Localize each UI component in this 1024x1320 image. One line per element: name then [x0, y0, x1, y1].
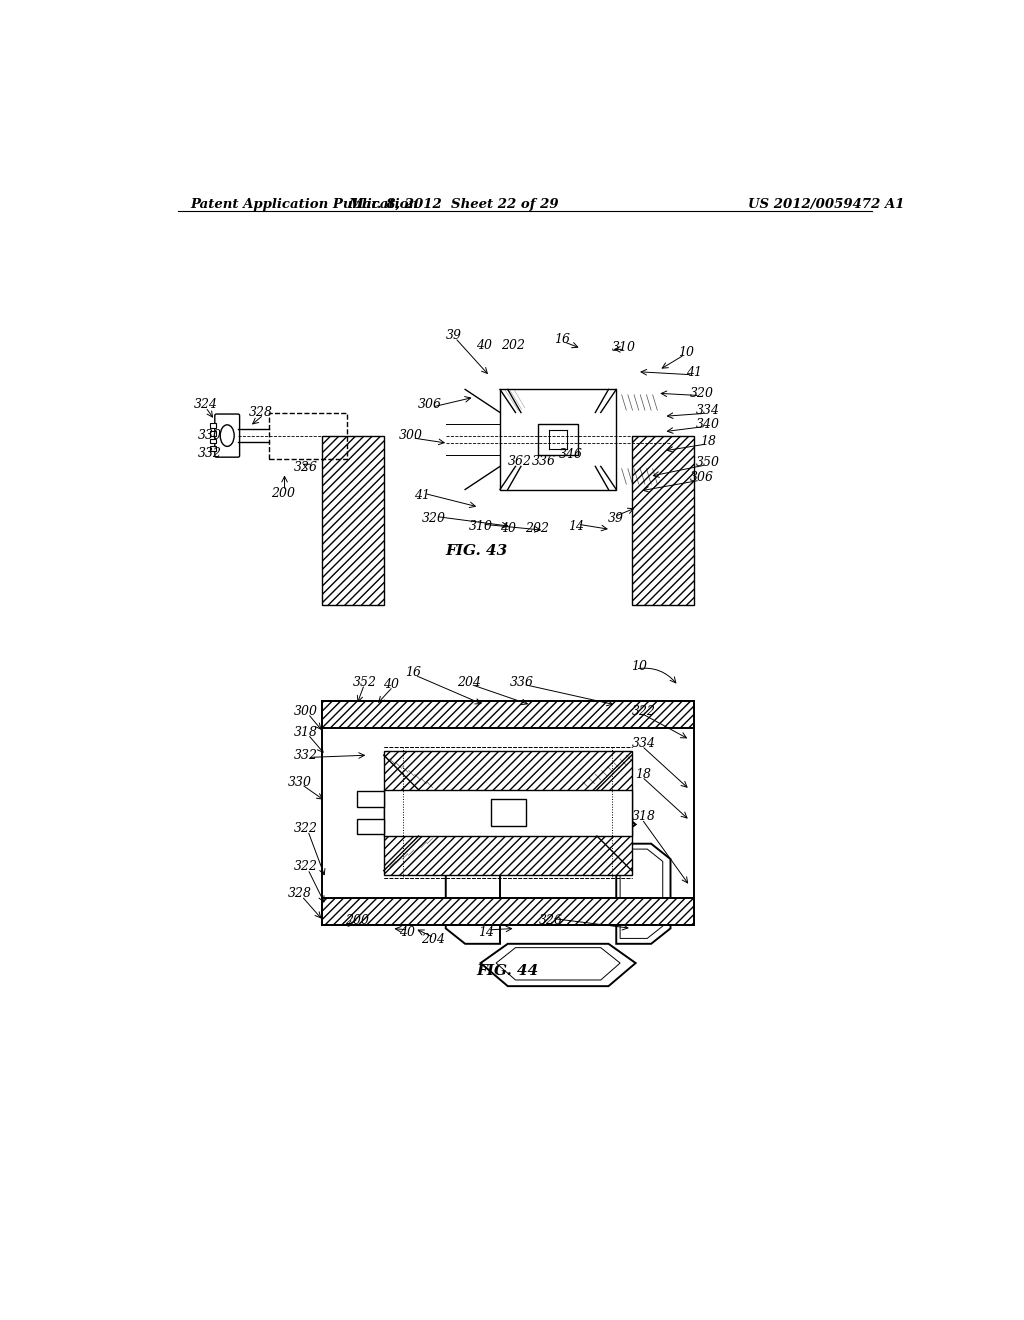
Text: 14: 14	[478, 925, 494, 939]
Text: 18: 18	[699, 436, 716, 449]
Bar	[210, 438, 216, 444]
Text: 202: 202	[525, 521, 549, 535]
Text: 40: 40	[384, 677, 399, 690]
Bar	[384, 813, 632, 875]
Text: 352: 352	[352, 676, 377, 689]
Ellipse shape	[220, 425, 234, 446]
Text: 39: 39	[608, 512, 625, 525]
Text: 318: 318	[294, 726, 318, 739]
Bar	[490, 799, 525, 826]
Text: 310: 310	[469, 520, 493, 533]
Text: 336: 336	[510, 676, 534, 689]
Text: 14: 14	[568, 520, 584, 533]
Bar	[210, 424, 216, 428]
Text: 306: 306	[689, 471, 714, 484]
Text: 16: 16	[554, 333, 570, 346]
Text: 330: 330	[288, 776, 312, 788]
Text: 332: 332	[198, 446, 221, 459]
Text: 202: 202	[501, 339, 525, 352]
Text: 204: 204	[457, 676, 481, 689]
Text: 328: 328	[288, 887, 312, 900]
Text: 200: 200	[345, 915, 369, 927]
Text: 16: 16	[406, 667, 421, 680]
Bar	[269, 412, 346, 459]
Text: 346: 346	[559, 449, 584, 462]
Text: 334: 334	[695, 404, 720, 417]
Text: US 2012/0059472 A1: US 2012/0059472 A1	[748, 198, 904, 211]
Text: 18: 18	[635, 768, 651, 781]
Bar	[356, 792, 384, 807]
Text: 320: 320	[689, 387, 714, 400]
Text: 41: 41	[686, 366, 701, 379]
Bar	[210, 432, 216, 436]
Text: 326: 326	[294, 462, 318, 474]
Text: Mar. 8, 2012  Sheet 22 of 29: Mar. 8, 2012 Sheet 22 of 29	[348, 198, 559, 211]
Text: FIG. 44: FIG. 44	[476, 964, 539, 978]
Text: 41: 41	[415, 490, 430, 502]
Text: 324: 324	[194, 399, 217, 412]
Text: 40: 40	[476, 339, 493, 352]
Text: Patent Application Publication: Patent Application Publication	[190, 198, 418, 211]
Text: 322: 322	[294, 861, 318, 874]
Text: 300: 300	[399, 429, 423, 442]
Text: 320: 320	[422, 512, 446, 525]
Text: 336: 336	[531, 454, 555, 467]
Bar	[322, 701, 693, 729]
Bar	[322, 701, 693, 924]
Text: 10: 10	[678, 346, 694, 359]
Text: 362: 362	[508, 454, 532, 467]
Text: 10: 10	[632, 660, 647, 673]
Text: 334: 334	[632, 737, 655, 750]
Bar	[322, 898, 693, 924]
Text: 328: 328	[249, 407, 273, 418]
FancyBboxPatch shape	[215, 414, 240, 457]
Text: 350: 350	[695, 455, 720, 469]
Bar	[500, 389, 616, 490]
Text: 204: 204	[421, 933, 444, 946]
Text: 340: 340	[695, 417, 720, 430]
Bar	[384, 751, 632, 813]
Text: 332: 332	[294, 748, 318, 762]
Text: 322: 322	[294, 822, 318, 834]
Text: 300: 300	[294, 705, 318, 718]
Text: 306: 306	[418, 399, 442, 412]
Text: 40: 40	[399, 925, 415, 939]
Text: 326: 326	[539, 915, 562, 927]
Bar	[210, 446, 216, 451]
Bar	[538, 424, 579, 455]
Text: 330: 330	[198, 429, 221, 442]
Text: 310: 310	[612, 341, 636, 354]
Text: 40: 40	[500, 521, 516, 535]
Bar	[384, 789, 632, 836]
Text: 39: 39	[445, 329, 462, 342]
Text: 322: 322	[632, 705, 655, 718]
Text: FIG. 43: FIG. 43	[445, 544, 508, 558]
Text: 200: 200	[271, 487, 295, 500]
Bar	[356, 818, 384, 834]
Text: 318: 318	[632, 810, 655, 824]
